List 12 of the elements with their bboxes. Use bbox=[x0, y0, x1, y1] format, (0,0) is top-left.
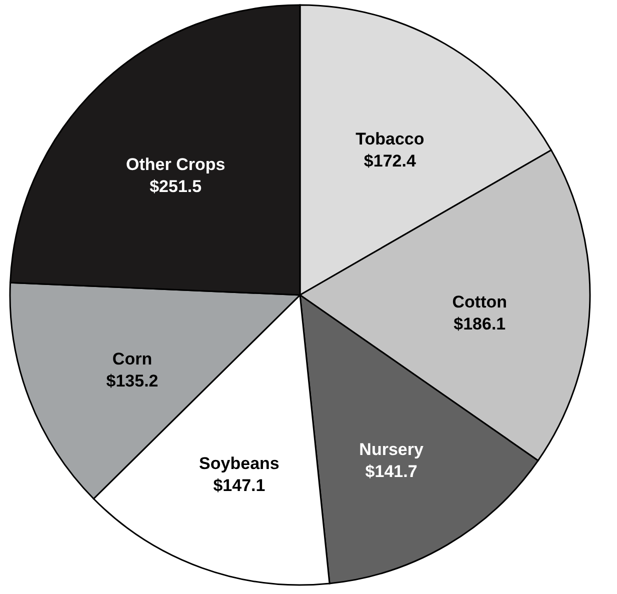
data-label: $186.1 bbox=[454, 314, 506, 334]
data-label: $251.5 bbox=[150, 177, 202, 196]
slice-label: Cotton bbox=[452, 292, 508, 312]
slice-label: Nursery bbox=[359, 440, 424, 459]
data-label: $172.4 bbox=[364, 151, 416, 170]
data-label: $141.7 bbox=[365, 462, 418, 481]
slice-label: Tobacco bbox=[356, 129, 424, 148]
slice-label: Corn bbox=[112, 350, 152, 369]
slice-label: Soybeans bbox=[199, 454, 280, 474]
data-label: $147.1 bbox=[213, 476, 266, 496]
slice-label: Other Crops bbox=[126, 155, 226, 174]
data-label: $135.2 bbox=[106, 372, 158, 391]
